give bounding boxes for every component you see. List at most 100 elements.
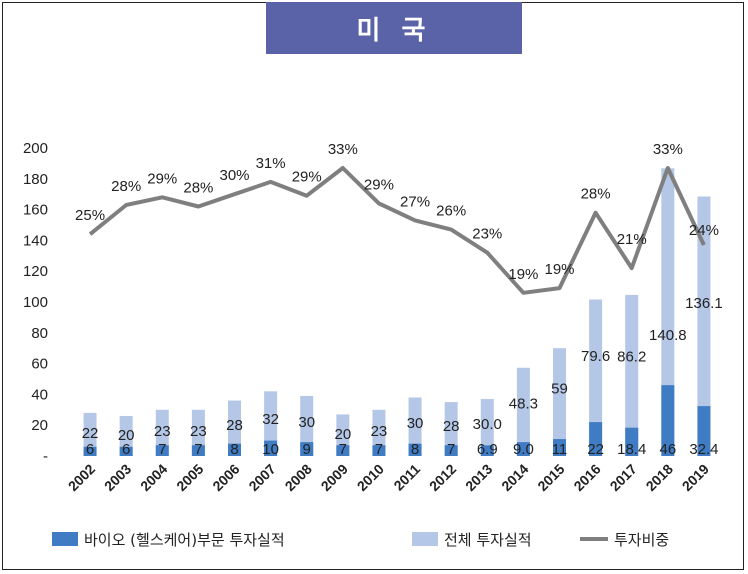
share-value-label: 19% <box>544 261 574 278</box>
total-investment-bars <box>83 168 711 456</box>
x-tick-label: 2019 <box>679 461 712 494</box>
total-bar <box>408 397 422 456</box>
bio-bar <box>372 445 386 456</box>
total-bar <box>119 415 133 456</box>
total-value-label: 32 <box>262 411 279 428</box>
y-tick-label: 100 <box>23 294 48 311</box>
bio-bar <box>155 445 169 456</box>
total-bar <box>589 299 603 456</box>
x-tick-label: 2016 <box>570 461 603 494</box>
x-tick-label: 2005 <box>173 461 206 494</box>
x-tick-label: 2009 <box>318 461 351 494</box>
bio-bar <box>553 439 566 456</box>
y-tick-label: - <box>43 448 48 465</box>
bio-bar <box>625 427 639 456</box>
x-tick-label: 2015 <box>534 461 567 494</box>
share-value-label: 29% <box>292 169 322 186</box>
bio-bar <box>444 445 458 456</box>
y-tick-label: 200 <box>23 140 48 157</box>
share-value-label: 24% <box>689 222 719 239</box>
bio-value-label: 6.9 <box>477 441 498 458</box>
share-value-label: 19% <box>508 266 538 283</box>
bio-bar <box>661 385 675 456</box>
share-value-label: 25% <box>75 207 105 224</box>
total-value-label: 59 <box>551 381 568 398</box>
total-bar <box>228 400 241 456</box>
total-value-label: 30 <box>298 414 315 431</box>
total-value-label: 23 <box>371 423 388 440</box>
x-tick-label: 2011 <box>390 461 423 494</box>
share-value-label: 27% <box>400 193 430 210</box>
total-bar <box>155 409 169 456</box>
bio-value-label: 7 <box>339 441 347 458</box>
y-tick-label: 140 <box>23 232 48 249</box>
chart-title: 미 국 <box>266 2 522 54</box>
x-axis: 2002 2003 2004 2005 2006 2007 2008 2009 2010 2011… <box>65 461 712 494</box>
bio-bar <box>264 440 278 456</box>
share-value-label: 30% <box>219 167 249 184</box>
x-tick-label: 2018 <box>643 461 676 494</box>
y-tick-label: 60 <box>31 356 48 373</box>
bio-bar <box>516 442 530 456</box>
bio-investment-bars <box>83 385 711 456</box>
bio-bar <box>119 446 133 456</box>
x-tick-label: 2003 <box>101 461 134 494</box>
bio-bar <box>300 442 314 456</box>
total-bar <box>264 391 278 456</box>
y-tick-label: 180 <box>23 171 48 188</box>
data-labels: 6 6 7 7 8 10 9 7 7 8 7 6.9 9.0 11 22 18.4 46 32.4 22 20 23 23… <box>75 141 723 458</box>
x-tick-label: 2002 <box>65 461 98 494</box>
total-bar <box>300 395 314 456</box>
share-value-label: 29% <box>147 170 177 187</box>
total-value-label: 136.1 <box>685 295 723 312</box>
share-value-label: 33% <box>653 141 683 158</box>
total-value-label: 28 <box>443 418 460 435</box>
share-value-label: 28% <box>581 186 611 203</box>
share-value-label: 23% <box>472 226 502 243</box>
bio-bar <box>480 445 494 456</box>
total-bar <box>661 168 675 456</box>
bio-bar <box>191 445 205 456</box>
x-tick-label: 2012 <box>426 461 459 494</box>
investment-share-line <box>88 166 706 295</box>
x-tick-label: 2013 <box>462 461 495 494</box>
bio-value-label: 7 <box>447 441 455 458</box>
x-tick-label: 2010 <box>354 461 387 494</box>
bio-value-label: 9 <box>303 441 311 458</box>
bio-bar <box>408 443 422 456</box>
x-tick-label: 2004 <box>137 461 170 494</box>
total-bar <box>516 367 530 456</box>
total-value-label: 23 <box>190 423 207 440</box>
total-value-label: 30.0 <box>473 416 502 433</box>
bio-value-label: 18.4 <box>617 441 646 458</box>
legend: 바이오 (헬스케어)부문 투자실적 전체 투자실적 투자비중 <box>52 531 669 549</box>
y-tick-label: 160 <box>23 202 48 219</box>
x-tick-label: 2008 <box>281 461 314 494</box>
x-tick-label: 2007 <box>245 461 278 494</box>
total-bar <box>553 348 566 456</box>
y-tick-label: 120 <box>23 263 48 280</box>
share-line <box>88 166 706 295</box>
total-value-label: 22 <box>82 425 99 442</box>
y-tick-label: 40 <box>31 386 48 403</box>
legend-label-bio: 바이오 (헬스케어)부문 투자실적 <box>84 531 285 549</box>
legend-swatch-total <box>412 532 438 546</box>
bio-value-label: 7 <box>158 441 166 458</box>
total-value-label: 86.2 <box>617 348 646 365</box>
total-bar <box>372 409 386 456</box>
total-value-label: 20 <box>334 426 351 443</box>
total-value-label: 28 <box>226 417 243 434</box>
total-bar <box>480 399 494 456</box>
bio-value-label: 6 <box>86 441 94 458</box>
y-tick-label: 20 <box>31 417 48 434</box>
legend-label-share: 투자비중 <box>614 531 669 549</box>
bio-bar <box>697 406 711 456</box>
share-value-label: 31% <box>256 155 286 172</box>
y-tick-label: 80 <box>31 325 48 342</box>
bio-value-label: 8 <box>230 441 238 458</box>
bio-value-label: 22 <box>587 441 604 458</box>
share-value-label: 33% <box>328 141 358 158</box>
bio-value-label: 7 <box>194 441 202 458</box>
total-bar <box>83 412 97 456</box>
